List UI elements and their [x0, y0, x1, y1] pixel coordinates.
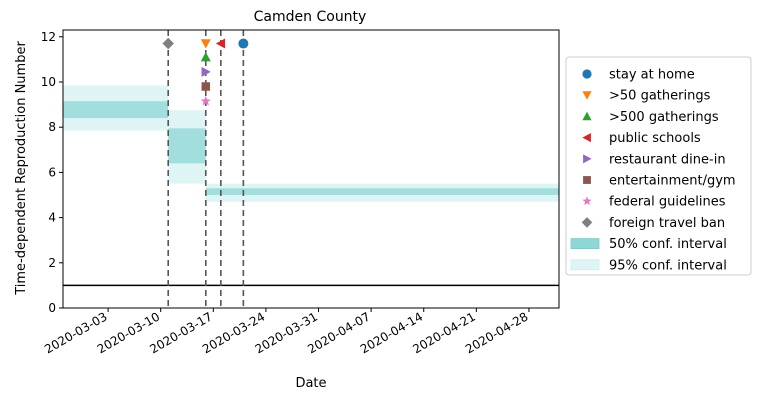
legend-frame: [565, 56, 752, 276]
intervention-marker: [201, 82, 211, 91]
legend-marker: [582, 69, 592, 79]
y-tick-label: 12: [41, 30, 56, 44]
y-axis-label: Time-dependent Reproduction Number: [14, 41, 29, 296]
plot-frame: [62, 29, 560, 309]
intervention-marker: [162, 37, 174, 50]
legend-label: entertainment/gym: [609, 174, 736, 189]
legend-label: restaurant dine-in: [609, 152, 726, 167]
legend-ci95-patch: [570, 259, 600, 271]
ci50-band: [168, 128, 206, 164]
legend-label: stay at home: [609, 68, 695, 83]
y-tick-label: 10: [41, 75, 56, 89]
legend-marker: [582, 91, 592, 100]
intervention-marker: [200, 52, 211, 62]
intervention-marker: [201, 66, 211, 77]
legend-marker: [582, 133, 591, 143]
y-tick-label: 2: [48, 256, 56, 270]
y-axis: 0 2 4 6 8 10 12: [41, 30, 63, 315]
legend-marker: [583, 154, 592, 164]
chart-title: Camden County: [254, 9, 367, 25]
y-tick-label: 4: [48, 211, 56, 225]
legend-marker: [581, 217, 593, 228]
intervention-marker: [200, 39, 211, 49]
ci50-band: [205, 188, 559, 195]
legend-ci95-label: 95% conf. interval: [609, 258, 727, 273]
ci50-band: [63, 101, 169, 119]
y-tick-label: 0: [48, 301, 56, 315]
legend: stay at home >50 gatherings >500 gathering…: [565, 56, 752, 276]
legend-label: >50 gatherings: [609, 89, 711, 104]
y-tick-label: 6: [48, 165, 56, 179]
legend-label: >500 gatherings: [609, 110, 719, 125]
legend-label: foreign travel ban: [609, 216, 725, 231]
x-axis: 2020-03-032020-03-102020-03-172020-03-24…: [42, 308, 530, 356]
legend-label: federal guidelines: [609, 195, 726, 210]
legend-marker: [582, 196, 592, 206]
intervention-marker: [215, 38, 226, 49]
intervention-marker: [200, 95, 211, 106]
intervention-marker: [238, 38, 249, 49]
plot-content: [63, 30, 559, 308]
plot-area: [62, 29, 560, 309]
legend-marker: [582, 111, 592, 121]
legend-ci50-label: 50% conf. interval: [609, 237, 727, 252]
legend-marker: [583, 176, 591, 184]
y-tick-label: 8: [48, 120, 56, 134]
x-axis-label: Date: [295, 376, 326, 391]
legend-label: public schools: [609, 131, 701, 146]
legend-ci50-patch: [570, 238, 600, 250]
